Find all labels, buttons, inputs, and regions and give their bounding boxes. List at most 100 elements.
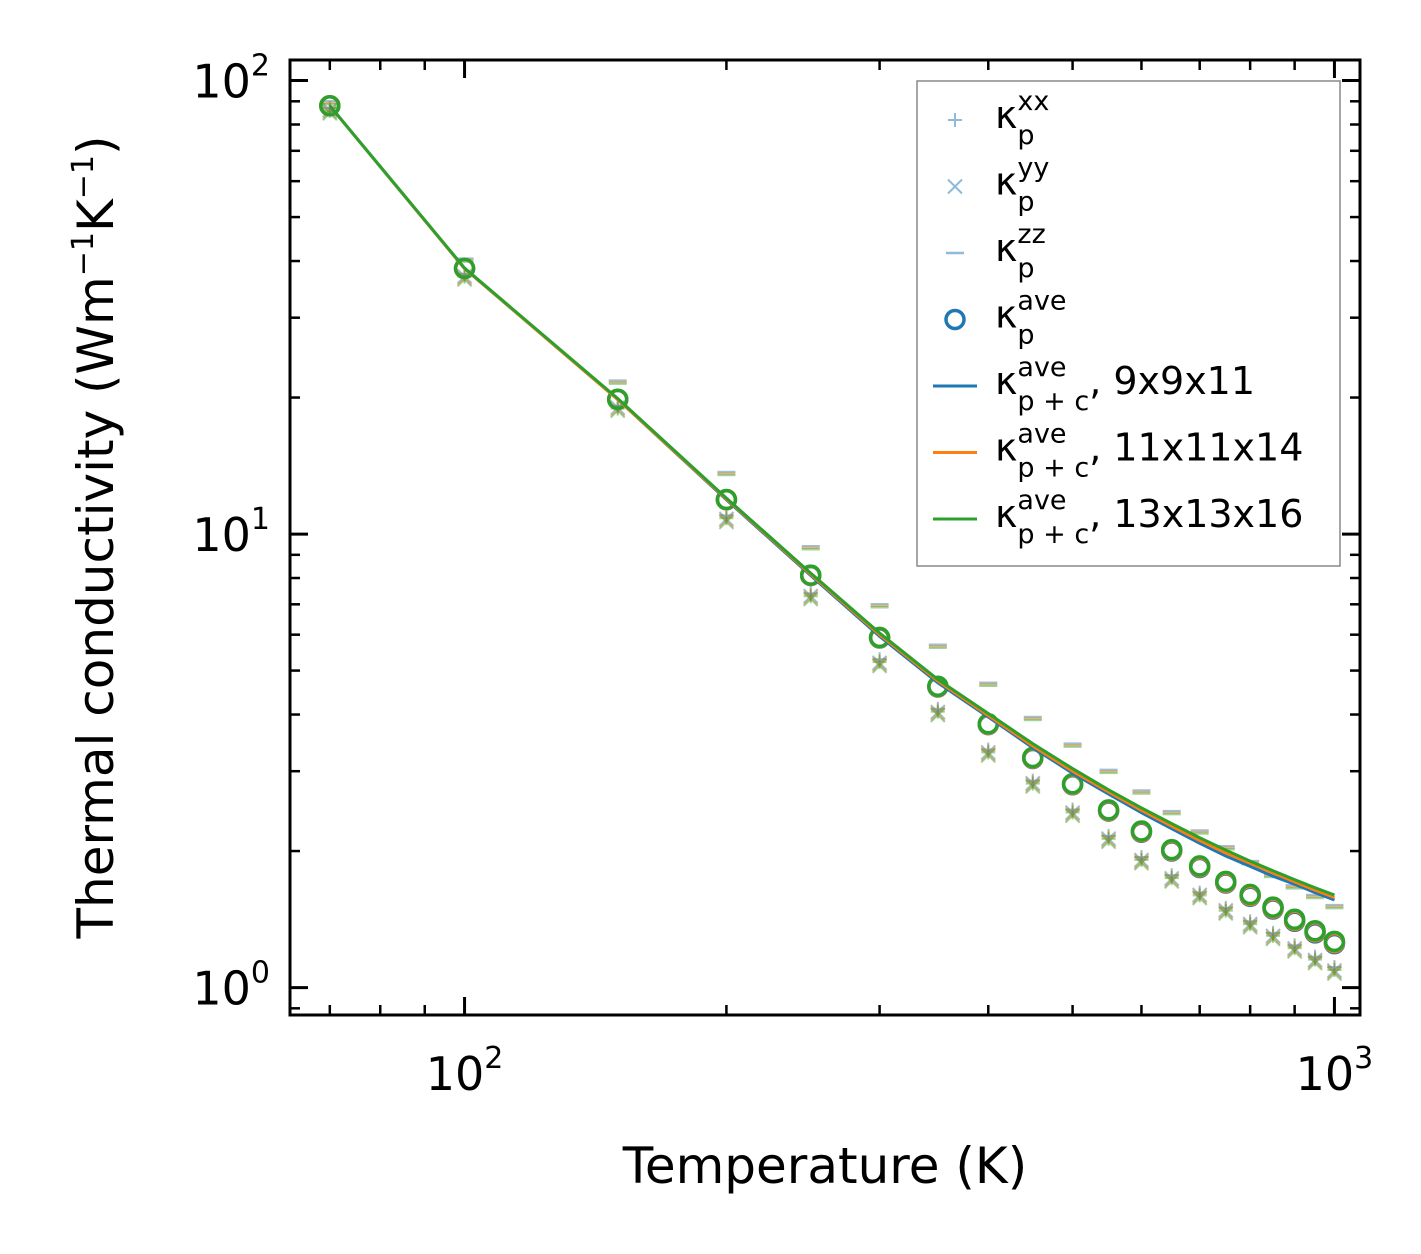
x-tick-label: 103 <box>1296 1041 1374 1101</box>
point-cross <box>1064 804 1081 821</box>
legend-box <box>916 80 1341 567</box>
point-cross <box>1100 833 1117 850</box>
legend-label-sup: zz <box>1017 219 1045 250</box>
y-axis-title-main: Thermal conductivity (Wm <box>67 276 125 939</box>
legend-entry: κxx p <box>948 86 1049 151</box>
point-cross <box>1064 806 1081 822</box>
point-cross <box>1326 965 1343 982</box>
point-cross <box>1191 890 1208 906</box>
point-plus <box>930 703 945 718</box>
point-ave-circle <box>1304 919 1326 942</box>
point-cross <box>1242 916 1258 932</box>
point-cross <box>1191 888 1208 905</box>
y-tick-label-base: 10 <box>192 508 251 562</box>
legend-label-sub: p + c <box>1017 453 1089 484</box>
point-plus <box>1065 803 1080 818</box>
point-plus <box>1192 887 1207 902</box>
point-plus <box>1243 917 1258 932</box>
point-plus <box>1192 888 1207 903</box>
point-plus <box>1287 939 1302 954</box>
y-tick-label: 102 <box>192 49 270 109</box>
point-ave-circle <box>1188 855 1211 877</box>
point-plus <box>1308 949 1323 964</box>
point-plus <box>1327 963 1342 978</box>
point-ave-circle <box>1097 799 1120 821</box>
point-cross <box>1286 942 1303 958</box>
point-plus <box>1218 903 1233 918</box>
y-axis-title: Thermal conductivity (Wm−1K−1) <box>66 136 125 940</box>
point-plus <box>872 653 887 668</box>
point-plus <box>1243 914 1258 929</box>
legend-label-sub: p + c <box>1017 519 1089 550</box>
point-plus <box>1065 805 1080 820</box>
point-plus <box>981 743 996 758</box>
point-cross <box>1133 855 1150 871</box>
point-plus <box>719 511 734 526</box>
legend-label: κave p + c, 13x13x16 <box>995 485 1303 550</box>
point-cross <box>1307 955 1323 971</box>
point-cross <box>1025 777 1041 793</box>
x-tick-label-exp: 3 <box>1354 1041 1373 1076</box>
point-plus <box>1025 776 1040 791</box>
point-plus <box>1327 960 1342 975</box>
y-axis-title-exp2: −1 <box>66 155 101 199</box>
y-tick-label: 100 <box>192 956 270 1016</box>
y-tick-label-exp: 1 <box>251 502 270 537</box>
point-plus <box>1266 927 1281 942</box>
y-tick-label-exp: 0 <box>251 956 270 991</box>
series-cross <box>322 102 1343 982</box>
point-plus <box>1101 831 1116 846</box>
point-cross <box>1242 917 1258 934</box>
point-ave-circle <box>453 257 476 280</box>
point-cross <box>1218 904 1234 920</box>
point-cross <box>803 591 819 607</box>
point-plus <box>803 586 818 601</box>
point-plus <box>1164 871 1179 886</box>
point-cross <box>803 589 819 606</box>
point-ave-circle <box>1283 908 1306 931</box>
point-ave-circle <box>1323 930 1346 953</box>
point-plus <box>1134 851 1149 866</box>
point-cross <box>1064 807 1081 824</box>
point-plus <box>1134 853 1149 868</box>
y-tick-label-exp: 2 <box>251 49 270 84</box>
x-tick-label-base: 10 <box>426 1047 485 1101</box>
point-cross <box>980 744 996 761</box>
point-cross <box>1100 830 1117 847</box>
point-cross <box>1163 870 1180 887</box>
point-plus <box>1164 868 1179 883</box>
x-tick-label-base: 10 <box>1296 1047 1355 1101</box>
point-plus <box>1101 830 1116 845</box>
point-plus <box>981 745 996 760</box>
legend-marker <box>948 113 962 127</box>
point-plus <box>981 742 996 757</box>
point-ave-circle <box>1262 896 1284 918</box>
point-plus <box>1243 915 1258 930</box>
point-cross <box>1133 853 1150 870</box>
legend-label-extra: , 11x11x14 <box>1089 426 1303 470</box>
point-plus <box>1025 773 1040 788</box>
legend-label-sup: yy <box>1017 153 1049 184</box>
point-plus <box>930 704 945 719</box>
series-line <box>328 104 1335 897</box>
legend-label: κxx p <box>995 86 1049 151</box>
legend-label-sup: ave <box>1017 419 1066 450</box>
point-ave-circle <box>1215 870 1237 893</box>
legend-label: κzz p <box>995 219 1046 284</box>
point-cross <box>871 655 888 671</box>
point-ave-circle <box>799 564 822 586</box>
point-cross <box>1100 832 1117 848</box>
y-axis-title-unit: K <box>67 198 125 232</box>
legend-label-extra: , 13x13x16 <box>1089 492 1303 536</box>
point-plus <box>872 652 887 667</box>
legend-label: κave p + c, 9x9x11 <box>995 352 1255 417</box>
point-ave-circle <box>319 94 341 117</box>
point-cross <box>930 705 946 722</box>
plot-frame <box>288 58 1362 1017</box>
point-plus <box>1327 961 1342 976</box>
point-cross <box>803 588 819 604</box>
point-cross <box>1326 964 1343 980</box>
